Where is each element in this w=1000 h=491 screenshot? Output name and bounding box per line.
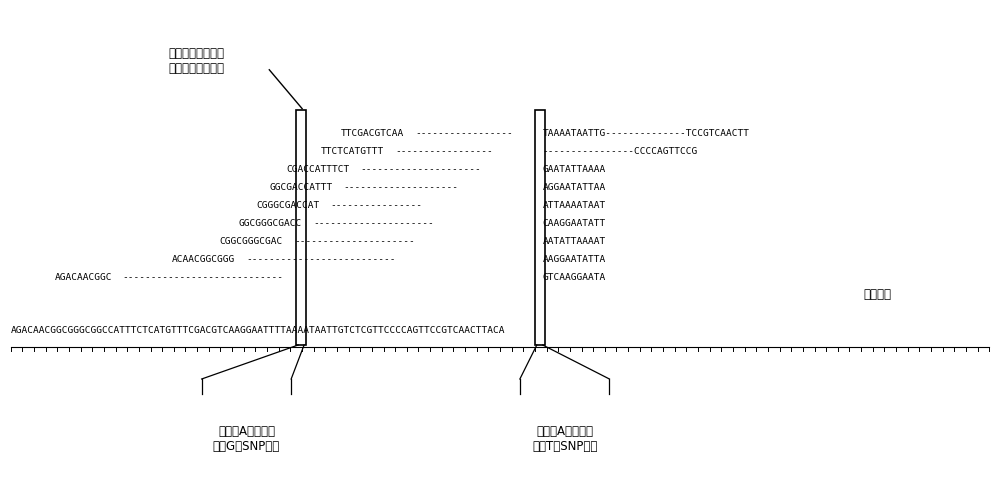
Text: ----------------------------: ---------------------------- xyxy=(122,273,283,282)
Text: CGACCATTTCT: CGACCATTTCT xyxy=(286,165,349,174)
Text: AGACAACGGCGGGCGGCCATTTCTCATGTTTCGACGTCAAGGAATTTTAAAATAATTGTCTCGTTCCCCAGTTCCGTCAA: AGACAACGGCGGGCGGCCATTTCTCATGTTTCGACGTCAA… xyxy=(11,327,505,335)
Text: --------------------------: -------------------------- xyxy=(246,255,396,264)
Text: CGGCGGGCGAC: CGGCGGGCGAC xyxy=(220,237,283,246)
Text: 个体是A，参考序
列是T的SNP位点: 个体是A，参考序 列是T的SNP位点 xyxy=(532,425,597,453)
Text: 将个体短的测序片
段比对回参考序列: 将个体短的测序片 段比对回参考序列 xyxy=(169,47,225,75)
Text: ----------------: ---------------- xyxy=(331,201,423,210)
Bar xyxy=(535,109,545,345)
Text: ---------------------: --------------------- xyxy=(361,165,481,174)
Text: AGACAACGGC: AGACAACGGC xyxy=(54,273,112,282)
Text: GGCGGGCGACC: GGCGGGCGACC xyxy=(238,219,302,228)
Text: TAAAATAATTG--------------TCCGTCAACTT: TAAAATAATTG--------------TCCGTCAACTT xyxy=(543,129,750,138)
Text: ---------------------: --------------------- xyxy=(313,219,434,228)
Text: -----------------: ----------------- xyxy=(415,129,513,138)
Text: CAAGGAATATT: CAAGGAATATT xyxy=(543,219,606,228)
Text: TTCTCATGTTT: TTCTCATGTTT xyxy=(321,147,384,156)
Text: 个体是A，参考序
列是G的SNP位点: 个体是A，参考序 列是G的SNP位点 xyxy=(213,425,280,453)
Text: ---------------------: --------------------- xyxy=(294,237,415,246)
Text: AAGGAATATTA: AAGGAATATTA xyxy=(543,255,606,264)
Text: ATTAAAATAAT: ATTAAAATAAT xyxy=(543,201,606,210)
Text: TTCGACGTCAA: TTCGACGTCAA xyxy=(341,129,404,138)
Text: GGCGACCATTT: GGCGACCATTT xyxy=(269,183,333,192)
Text: AATATTAAAAT: AATATTAAAAT xyxy=(543,237,606,246)
Text: -----------------: ----------------- xyxy=(395,147,493,156)
Bar xyxy=(296,109,306,345)
Text: GAATATTAAAA: GAATATTAAAA xyxy=(543,165,606,174)
Text: ----------------CCCCAGTTCCG: ----------------CCCCAGTTCCG xyxy=(543,147,698,156)
Text: 参考序列: 参考序列 xyxy=(863,288,891,300)
Text: CGGGCGACCAT: CGGGCGACCAT xyxy=(256,201,320,210)
Text: --------------------: -------------------- xyxy=(344,183,459,192)
Text: ACAACGGCGGG: ACAACGGCGGG xyxy=(172,255,235,264)
Text: GTCAAGGAATA: GTCAAGGAATA xyxy=(543,273,606,282)
Text: AGGAATATTAA: AGGAATATTAA xyxy=(543,183,606,192)
